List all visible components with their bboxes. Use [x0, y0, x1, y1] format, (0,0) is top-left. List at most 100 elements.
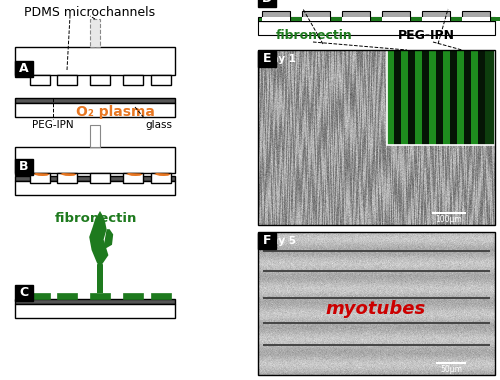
Bar	[262, 17, 290, 21]
Bar	[57, 293, 77, 299]
Bar	[30, 75, 50, 85]
Bar	[90, 173, 110, 183]
Bar	[262, 11, 290, 21]
Bar	[15, 159, 33, 175]
Bar	[57, 173, 77, 183]
Bar	[30, 173, 50, 183]
Bar	[370, 17, 382, 21]
Text: A: A	[19, 62, 29, 76]
Text: 100μm: 100μm	[436, 215, 462, 224]
Bar	[15, 299, 175, 304]
Bar	[15, 285, 33, 301]
Text: Day 1: Day 1	[263, 54, 296, 64]
Bar	[90, 75, 110, 85]
Bar	[15, 47, 175, 75]
Bar	[302, 17, 330, 21]
Bar	[123, 173, 143, 183]
Text: 50μm: 50μm	[440, 365, 462, 374]
Bar	[415, 50, 422, 145]
Polygon shape	[97, 261, 103, 293]
Text: Day 5: Day 5	[263, 236, 296, 246]
Bar	[462, 17, 490, 21]
Bar	[422, 17, 450, 21]
Bar	[450, 50, 457, 145]
Bar	[15, 176, 175, 181]
Bar	[258, 51, 276, 67]
Bar	[30, 293, 50, 299]
Bar	[258, 233, 276, 249]
Bar	[302, 11, 330, 21]
Bar	[457, 50, 464, 145]
Bar	[15, 103, 175, 117]
Bar	[436, 50, 443, 145]
Bar	[342, 11, 370, 21]
Bar	[471, 50, 478, 145]
Bar	[342, 17, 370, 21]
Bar	[450, 17, 462, 21]
Bar	[151, 293, 171, 299]
Bar	[429, 50, 436, 145]
Bar	[258, 17, 495, 21]
Bar	[422, 11, 450, 21]
Bar	[15, 98, 175, 103]
Bar	[15, 61, 33, 77]
Bar	[443, 50, 450, 145]
Bar	[394, 50, 401, 145]
Bar	[15, 304, 175, 318]
Bar	[410, 17, 422, 21]
Bar	[290, 17, 302, 21]
Bar	[123, 293, 143, 299]
Bar	[258, 21, 495, 35]
Polygon shape	[60, 173, 77, 176]
Text: glass: glass	[145, 120, 172, 130]
Bar	[422, 50, 429, 145]
Text: fibronectin: fibronectin	[276, 29, 353, 42]
Polygon shape	[154, 173, 171, 176]
Bar	[490, 17, 500, 21]
Polygon shape	[126, 173, 143, 176]
Bar	[90, 19, 100, 47]
Polygon shape	[103, 229, 113, 250]
Polygon shape	[89, 211, 108, 263]
Bar	[258, 0, 276, 7]
Text: E: E	[263, 52, 271, 65]
Text: myotubes: myotubes	[326, 300, 426, 318]
Text: D: D	[262, 0, 272, 5]
Text: O₂ plasma: O₂ plasma	[76, 105, 154, 119]
Polygon shape	[33, 173, 50, 176]
Bar	[382, 17, 410, 21]
Bar	[462, 17, 490, 21]
Bar	[408, 50, 415, 145]
Bar	[401, 50, 408, 145]
Text: C: C	[20, 287, 28, 299]
Bar	[258, 232, 495, 375]
Bar	[330, 17, 342, 21]
Bar	[151, 173, 171, 183]
Bar	[90, 293, 110, 299]
Text: PDMS microchannels: PDMS microchannels	[24, 6, 156, 19]
Bar	[342, 17, 370, 21]
Bar	[387, 50, 394, 145]
Bar	[57, 75, 77, 85]
Bar	[462, 11, 490, 21]
Text: PEG-IPN: PEG-IPN	[32, 120, 74, 130]
Bar	[15, 181, 175, 195]
Bar	[422, 17, 450, 21]
Bar	[123, 75, 143, 85]
Bar	[151, 75, 171, 85]
Bar	[90, 125, 100, 147]
Text: B: B	[19, 160, 29, 174]
Bar	[387, 50, 495, 145]
Bar	[15, 147, 175, 173]
Bar	[382, 17, 410, 21]
Bar	[478, 50, 485, 145]
Text: fibronectin: fibronectin	[55, 212, 138, 225]
Bar	[387, 50, 495, 145]
Bar	[464, 50, 471, 145]
Text: PEG-IPN: PEG-IPN	[398, 29, 455, 42]
Bar	[258, 50, 495, 225]
Bar	[382, 11, 410, 21]
Bar	[302, 17, 330, 21]
Bar	[262, 17, 290, 21]
Text: F: F	[263, 234, 271, 247]
